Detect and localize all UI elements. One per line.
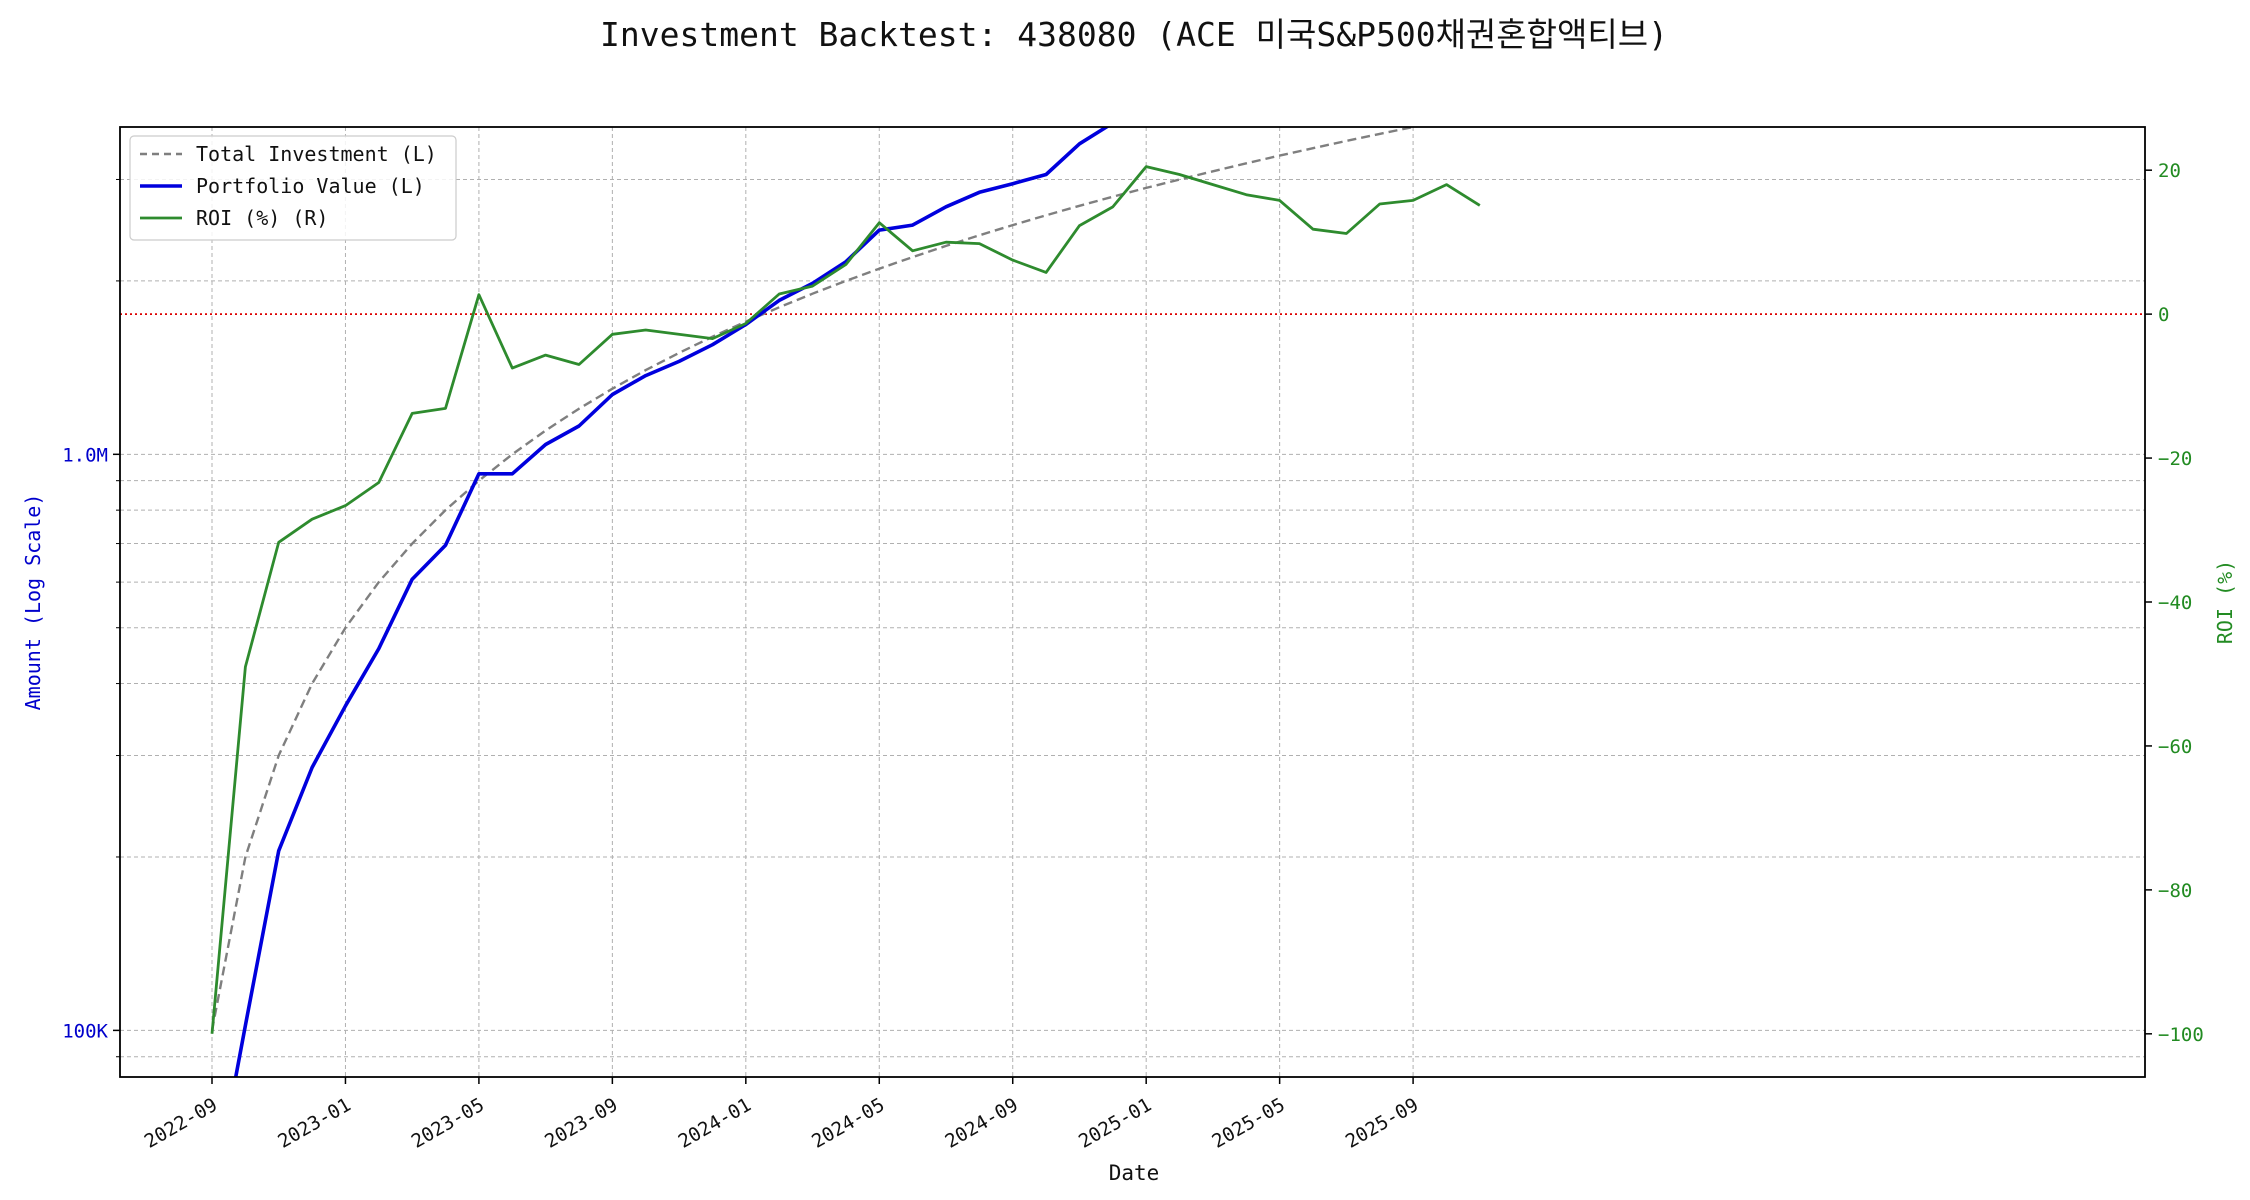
right-axis-title: ROI (%)	[2213, 560, 2237, 644]
right-tick-label: 20	[2158, 160, 2181, 182]
left-tick-label: 100K	[62, 1020, 108, 1042]
x-tick-label: 2025-01	[1075, 1094, 1155, 1153]
legend-box	[129, 135, 457, 241]
total-investment-line	[210, 127, 1420, 1031]
right-tick-label: −100	[2158, 1024, 2204, 1046]
legend-label: ROI (%) (R)	[196, 206, 328, 230]
right-tick-label: 0	[2158, 304, 2169, 326]
left-axis-title: Amount (Log Scale)	[21, 494, 45, 711]
legend-label: Total Investment (L)	[196, 142, 437, 166]
x-tick-label: 2023-01	[274, 1094, 354, 1153]
x-tick-label: 2025-09	[1342, 1094, 1422, 1153]
x-axis-title: Date	[1109, 1161, 1160, 1185]
chart-title: Investment Backtest: 438080 (ACE 미국S&P50…	[600, 15, 1668, 54]
x-tick-label: 2025-05	[1208, 1094, 1288, 1153]
x-tick-label: 2024-09	[942, 1094, 1022, 1153]
right-tick-label: −60	[2158, 736, 2192, 758]
legend-label: Portfolio Value (L)	[196, 174, 425, 198]
x-tick-label: 2024-01	[675, 1094, 755, 1153]
x-tick-label: 2022-09	[141, 1094, 221, 1153]
x-tick-label: 2023-05	[408, 1094, 488, 1153]
axes: 2022-09 2023-01 2023-05 2023-09 2024-01 2024-…	[62, 160, 2204, 1153]
legend: Total Investment (L) Portfolio Value (L) R…	[129, 135, 457, 241]
right-tick-label: −20	[2158, 448, 2192, 470]
grid	[120, 127, 2145, 1077]
roi-line	[210, 165, 1481, 1034]
x-tick-label: 2024-05	[808, 1094, 888, 1153]
x-tick-label: 2023-09	[541, 1094, 621, 1153]
left-tick-label: 1.0M	[62, 444, 108, 466]
right-tick-label: −80	[2158, 880, 2192, 902]
plot-frame	[119, 126, 2146, 1078]
right-tick-label: −40	[2158, 592, 2192, 614]
portfolio-value-line	[233, 127, 1110, 1077]
series-layer	[210, 127, 1481, 1077]
